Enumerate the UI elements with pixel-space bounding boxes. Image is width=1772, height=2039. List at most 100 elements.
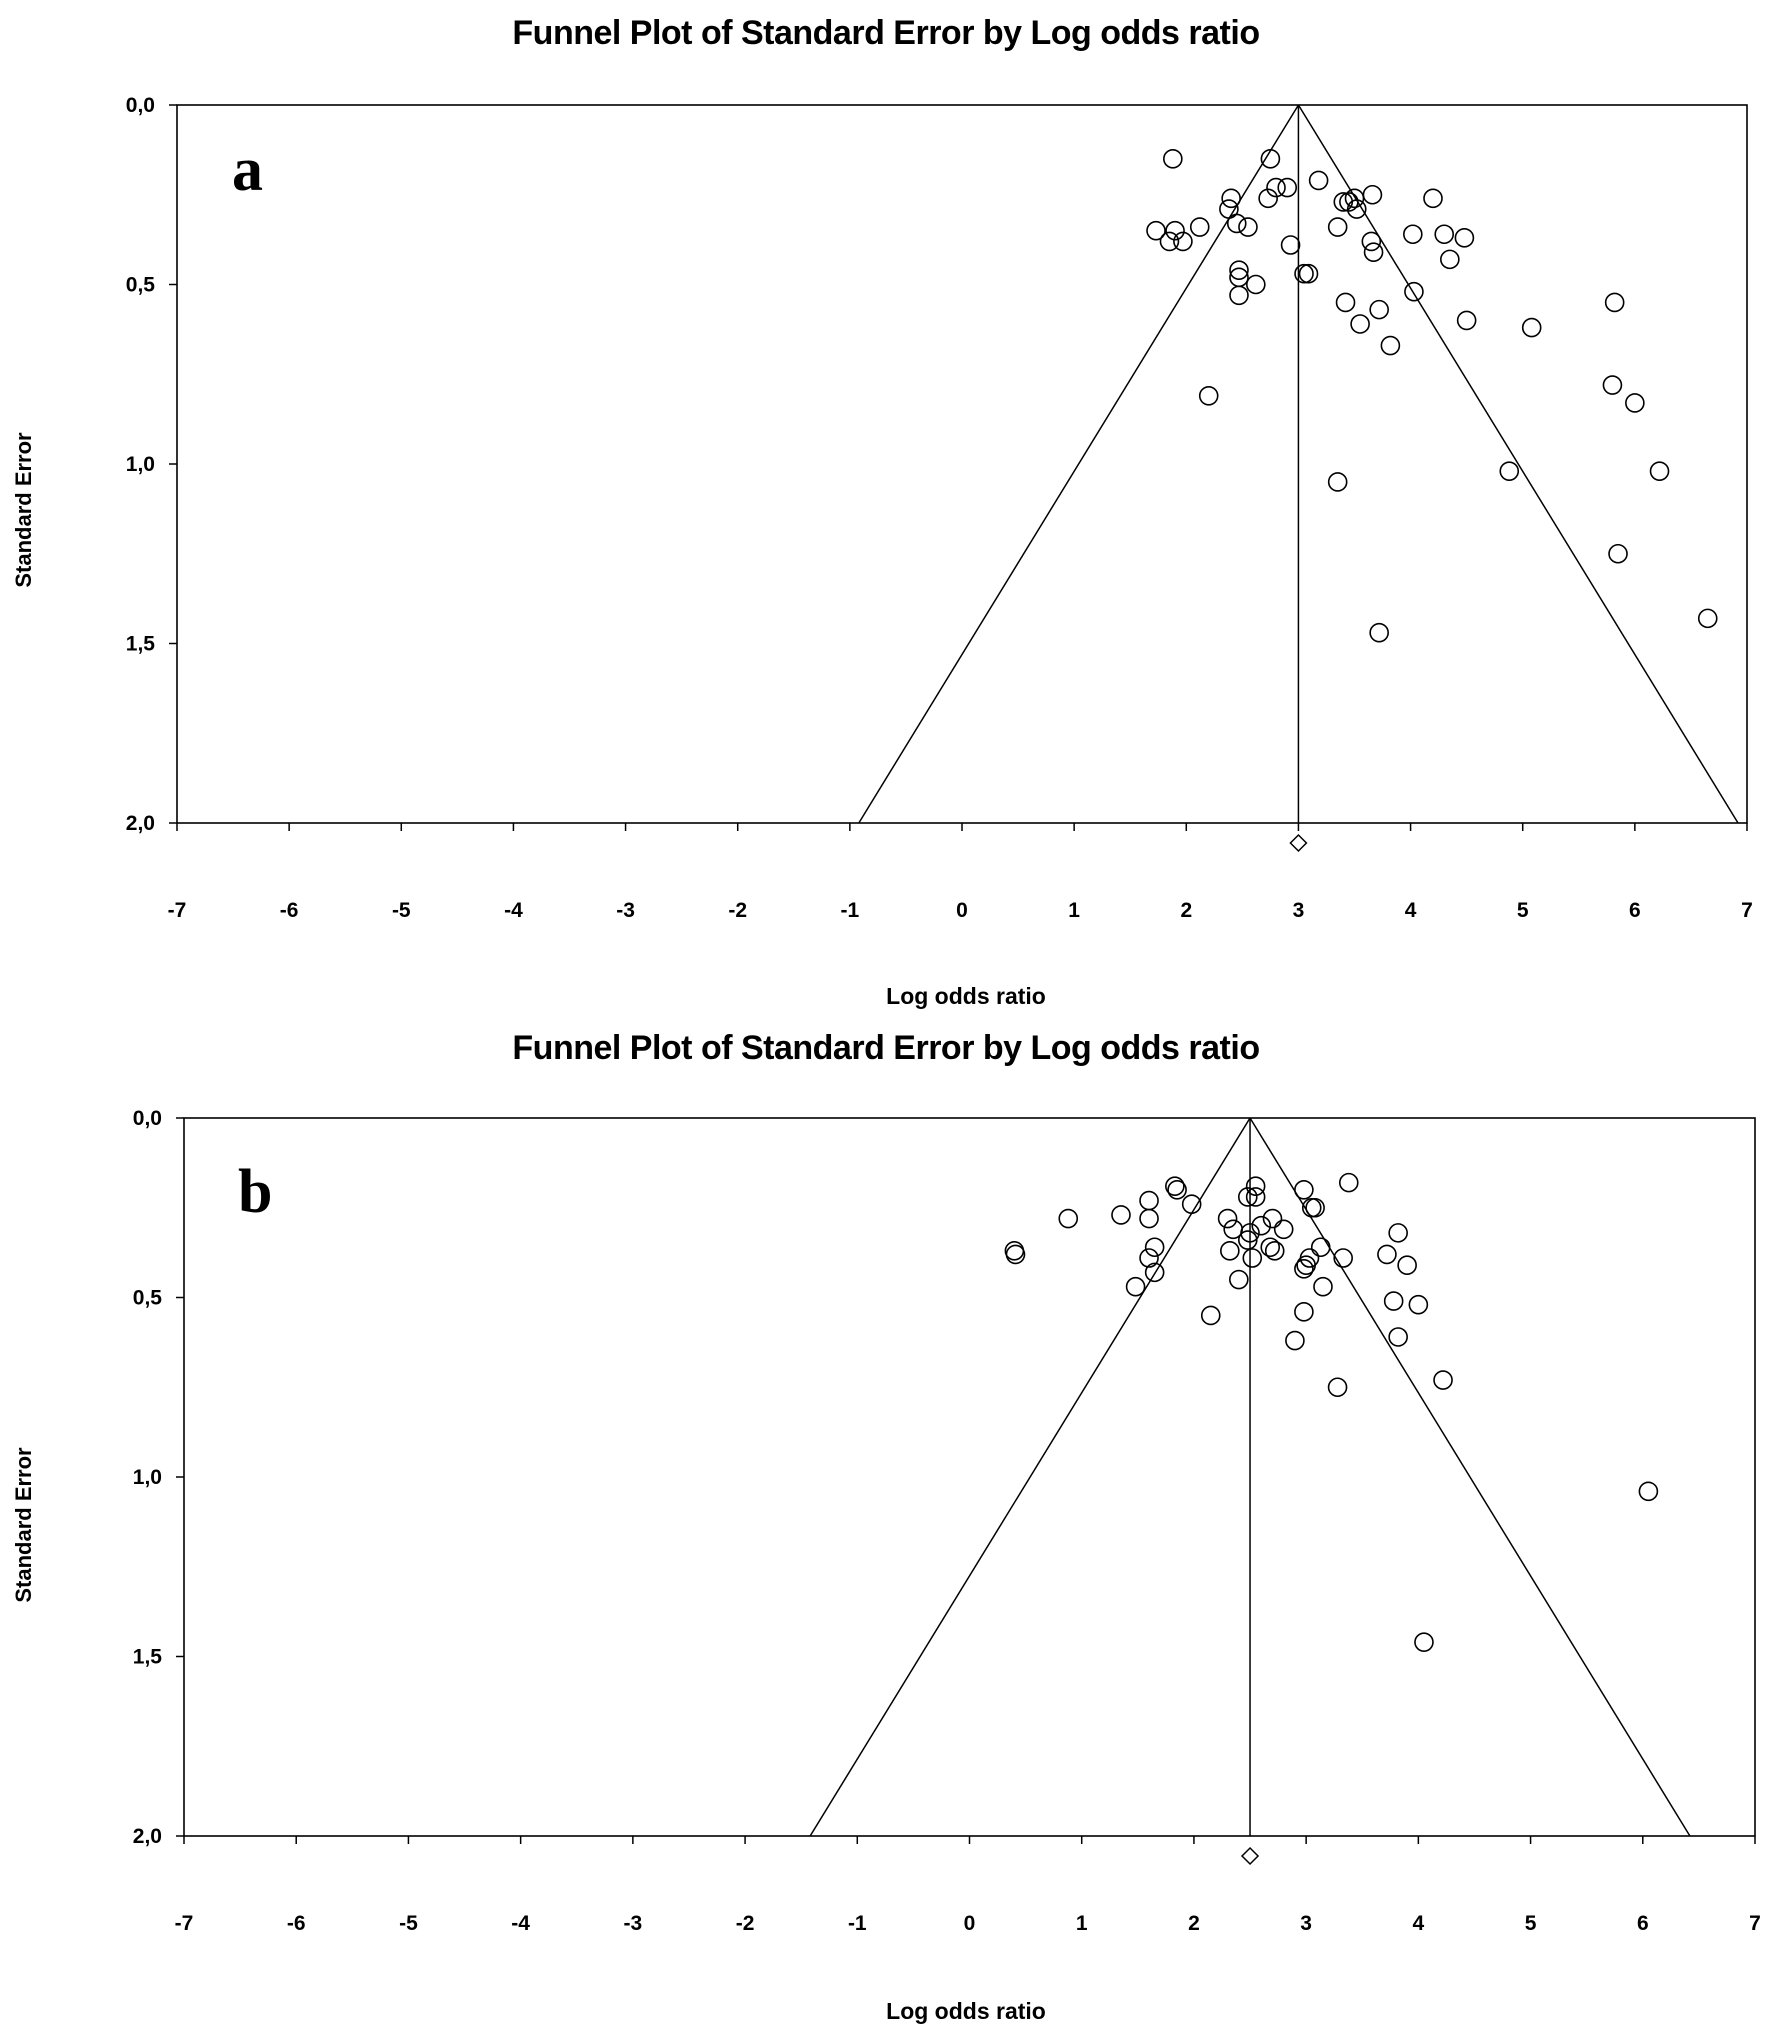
study-point bbox=[1277, 177, 1298, 198]
study-point bbox=[1363, 242, 1384, 262]
study-point bbox=[1454, 228, 1475, 248]
x-tick-label: -3 bbox=[616, 899, 635, 922]
x-tick-label: 5 bbox=[1525, 1912, 1537, 1935]
study-point bbox=[1625, 393, 1645, 413]
study-point bbox=[1200, 1305, 1221, 1326]
study-point bbox=[1229, 260, 1249, 280]
y-tick-label: 2,0 bbox=[133, 1825, 162, 1848]
y-tick-label: 0,0 bbox=[126, 94, 155, 117]
funnel-right-line bbox=[1297, 104, 1739, 824]
study-point bbox=[1238, 217, 1258, 237]
study-point bbox=[1111, 1205, 1131, 1225]
study-point bbox=[1408, 1294, 1429, 1315]
study-point bbox=[1338, 1172, 1359, 1193]
study-point bbox=[1221, 188, 1241, 209]
study-point bbox=[1649, 461, 1670, 481]
study-point bbox=[1260, 149, 1281, 169]
study-point bbox=[1229, 1269, 1249, 1290]
study-point bbox=[1217, 1208, 1238, 1229]
study-point bbox=[1273, 1219, 1294, 1240]
study-point bbox=[1226, 213, 1247, 234]
study-point bbox=[1604, 292, 1625, 313]
x-tick-label: 7 bbox=[1741, 899, 1753, 922]
x-tick-label: -2 bbox=[736, 1912, 755, 1935]
x-tick-label: -5 bbox=[399, 1912, 418, 1935]
pooled-estimate-diamond bbox=[1289, 833, 1308, 853]
x-axis-label: Log odds ratio bbox=[886, 983, 1046, 1009]
study-point bbox=[1262, 1208, 1283, 1229]
study-point bbox=[1229, 285, 1249, 306]
x-tick-label: 0 bbox=[956, 899, 968, 922]
study-point bbox=[1198, 385, 1219, 406]
funnel-left-line bbox=[858, 104, 1300, 824]
study-point bbox=[1298, 263, 1319, 284]
study-point bbox=[1146, 220, 1166, 241]
x-tick-label: -1 bbox=[848, 1912, 867, 1935]
study-point bbox=[1327, 1377, 1348, 1398]
study-point bbox=[1433, 1370, 1453, 1390]
study-point bbox=[1456, 310, 1477, 331]
study-point bbox=[1380, 335, 1401, 356]
study-point bbox=[1305, 1197, 1325, 1218]
study-point bbox=[1362, 184, 1383, 205]
study-point bbox=[1139, 1208, 1159, 1229]
study-point bbox=[1264, 1241, 1285, 1261]
y-tick-label: 1,5 bbox=[126, 633, 156, 656]
study-point bbox=[1397, 1255, 1417, 1275]
study-point bbox=[1310, 1237, 1331, 1258]
x-tick-label: 0 bbox=[964, 1912, 976, 1935]
x-tick-label: 6 bbox=[1629, 899, 1641, 922]
x-axis-label: Log odds ratio bbox=[886, 1998, 1046, 2024]
study-point bbox=[1377, 1244, 1397, 1265]
study-point bbox=[1697, 608, 1718, 629]
pooled-estimate-diamond bbox=[1240, 1846, 1260, 1866]
x-tick-label: 3 bbox=[1293, 899, 1305, 922]
y-tick-label: 0,5 bbox=[126, 274, 156, 297]
study-point bbox=[1237, 1187, 1258, 1207]
x-tick-label: -2 bbox=[728, 899, 747, 922]
study-point bbox=[1369, 299, 1389, 320]
study-point bbox=[1245, 1176, 1266, 1197]
study-point bbox=[1163, 149, 1183, 169]
study-point bbox=[1181, 1194, 1202, 1214]
study-point bbox=[1285, 1330, 1305, 1351]
study-point bbox=[1165, 1176, 1185, 1197]
study-point bbox=[1369, 622, 1389, 643]
study-point bbox=[1058, 1208, 1079, 1229]
study-point bbox=[1294, 263, 1314, 284]
study-point bbox=[1251, 1215, 1272, 1236]
study-point bbox=[1173, 231, 1193, 252]
study-point bbox=[1294, 1258, 1314, 1279]
study-point bbox=[1339, 192, 1359, 212]
study-point bbox=[1165, 220, 1185, 241]
y-tick-label: 2,0 bbox=[126, 812, 155, 835]
x-tick-label: -7 bbox=[168, 899, 187, 922]
plot-frame bbox=[183, 1117, 1756, 1837]
study-point bbox=[1383, 1291, 1404, 1311]
study-point bbox=[1280, 235, 1301, 255]
study-point bbox=[1245, 1187, 1266, 1207]
x-tick-label: -1 bbox=[841, 899, 860, 922]
y-tick-label: 0,5 bbox=[133, 1287, 163, 1310]
y-tick-label: 1,0 bbox=[126, 453, 155, 476]
y-tick-label: 1,0 bbox=[133, 1466, 162, 1489]
study-point bbox=[1139, 1190, 1159, 1211]
study-point bbox=[1403, 224, 1423, 245]
study-point bbox=[1440, 249, 1460, 270]
x-tick-label: 7 bbox=[1749, 1912, 1761, 1935]
x-tick-label: 3 bbox=[1300, 1912, 1312, 1935]
plot-frame bbox=[176, 104, 1748, 824]
study-point bbox=[1296, 1255, 1316, 1275]
study-point bbox=[1308, 170, 1329, 191]
study-point bbox=[1602, 375, 1623, 395]
x-tick-label: 1 bbox=[1068, 899, 1080, 922]
chart-title: Funnel Plot of Standard Error by Log odd… bbox=[512, 1029, 1260, 1067]
study-point bbox=[1237, 1230, 1258, 1250]
y-tick-label: 1,5 bbox=[133, 1646, 163, 1669]
x-tick-label: -4 bbox=[511, 1912, 530, 1935]
study-point bbox=[1346, 199, 1367, 219]
x-tick-label: 6 bbox=[1637, 1912, 1649, 1935]
study-point bbox=[1499, 461, 1520, 481]
study-point bbox=[1327, 217, 1348, 237]
x-tick-label: 2 bbox=[1188, 1912, 1200, 1935]
